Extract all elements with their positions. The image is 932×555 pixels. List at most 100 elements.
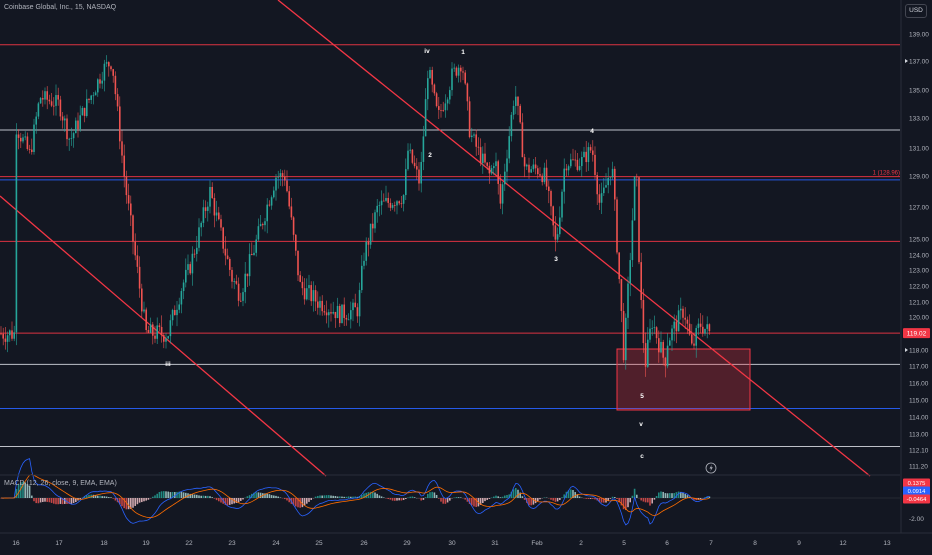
candle-body-1 [2, 334, 4, 339]
candle-body-207 [456, 68, 458, 76]
macd-hist-184 [405, 498, 407, 499]
candle-body-188 [414, 163, 416, 166]
candle-body-106 [233, 281, 235, 282]
candle-body-116 [255, 239, 257, 252]
macd-hist-187 [412, 496, 414, 498]
macd-hist-214 [471, 498, 473, 505]
candle-body-307 [676, 322, 678, 332]
candle-body-168 [370, 224, 372, 245]
candle-body-252 [555, 225, 557, 239]
macd-hist-233 [513, 489, 515, 498]
x-tick-label-20: 13 [883, 540, 891, 547]
candle-body-194 [427, 78, 429, 99]
macd-hist-160 [352, 497, 354, 498]
macd-hist-82 [181, 492, 183, 498]
currency-button[interactable]: USD [905, 4, 927, 18]
candle-body-322 [709, 324, 711, 331]
candle-body-43 [95, 92, 97, 95]
candle-body-225 [495, 161, 497, 166]
candle-body-294 [647, 340, 649, 367]
candle-body-66 [145, 310, 147, 330]
candle-body-6 [13, 332, 15, 338]
candle-body-274 [603, 188, 605, 194]
candle-body-269 [592, 150, 594, 154]
x-tick-label-17: 8 [753, 540, 757, 547]
macd-hist-137 [302, 498, 304, 507]
macd-hist-219 [482, 498, 484, 503]
candle-body-251 [552, 206, 554, 225]
macd-hist-24 [53, 498, 55, 504]
candle-body-81 [178, 304, 180, 309]
candle-body-258 [568, 166, 570, 170]
candle-body-313 [689, 324, 691, 335]
candle-body-224 [493, 166, 495, 168]
macd-hist-108 [238, 498, 240, 502]
candle-body-138 [304, 288, 306, 299]
candle-body-118 [260, 224, 262, 226]
macd-hist-66 [145, 498, 147, 501]
candle-body-128 [282, 173, 284, 177]
candle-body-88 [194, 254, 196, 255]
candle-body-107 [236, 281, 238, 284]
candle-body-108 [238, 284, 240, 301]
macd-hist-192 [423, 498, 425, 500]
macd-hist-158 [348, 496, 350, 498]
macd-hist-200 [440, 498, 442, 502]
macd-hist-278 [612, 497, 614, 498]
candle-body-276 [607, 178, 609, 185]
macd-hist-259 [570, 489, 572, 498]
candle-body-260 [572, 159, 574, 160]
macd-hist-70 [154, 495, 156, 498]
macd-hist-134 [295, 498, 297, 506]
y-tick-label-17: 114.00 [909, 415, 929, 422]
macd-hist-172 [379, 495, 381, 498]
macd-hist-174 [383, 497, 385, 498]
candle-body-71 [156, 325, 158, 338]
candle-body-132 [291, 206, 293, 217]
macd-hist-286 [629, 498, 631, 502]
x-tick-label-6: 24 [272, 540, 280, 547]
macd-hist-263 [579, 497, 581, 498]
candle-body-213 [469, 101, 471, 137]
macd-hist-268 [590, 498, 592, 499]
macd-hist-188 [414, 497, 416, 498]
candle-body-310 [682, 309, 684, 318]
macd-hist-291 [640, 498, 642, 500]
macd-hist-23 [51, 498, 53, 503]
candle-body-3 [7, 335, 9, 342]
candle-body-200 [440, 110, 442, 111]
macd-hist-19 [42, 498, 44, 502]
macd-hist-33 [73, 498, 75, 503]
candle-body-306 [673, 322, 675, 329]
candle-body-157 [346, 318, 348, 320]
candle-body-92 [203, 207, 205, 223]
candle-body-75 [165, 338, 167, 341]
candle-body-9 [20, 138, 22, 141]
macd-hist-60 [132, 498, 134, 508]
candle-body-147 [324, 311, 326, 312]
candle-body-60 [132, 215, 134, 241]
candle-body-130 [286, 181, 288, 192]
candle-body-105 [231, 270, 233, 282]
candle-body-312 [687, 320, 689, 324]
candle-body-271 [596, 175, 598, 194]
candle-body-196 [431, 70, 433, 85]
candle-body-8 [18, 134, 20, 137]
candle-body-14 [31, 150, 33, 152]
macd-hist-183 [403, 498, 405, 500]
candle-body-189 [416, 166, 418, 169]
candle-body-49 [108, 62, 110, 66]
candle-body-239 [526, 165, 528, 167]
candle-body-195 [429, 70, 431, 78]
candle-body-34 [75, 121, 77, 134]
candle-body-216 [475, 134, 477, 146]
y-tick-label-14: 117.00 [909, 364, 929, 371]
candle-body-20 [44, 91, 46, 99]
macd-hist-92 [203, 496, 205, 498]
candle-body-73 [161, 327, 163, 335]
candle-body-236 [519, 106, 521, 123]
candle-body-83 [183, 282, 185, 291]
candle-body-242 [533, 165, 535, 170]
